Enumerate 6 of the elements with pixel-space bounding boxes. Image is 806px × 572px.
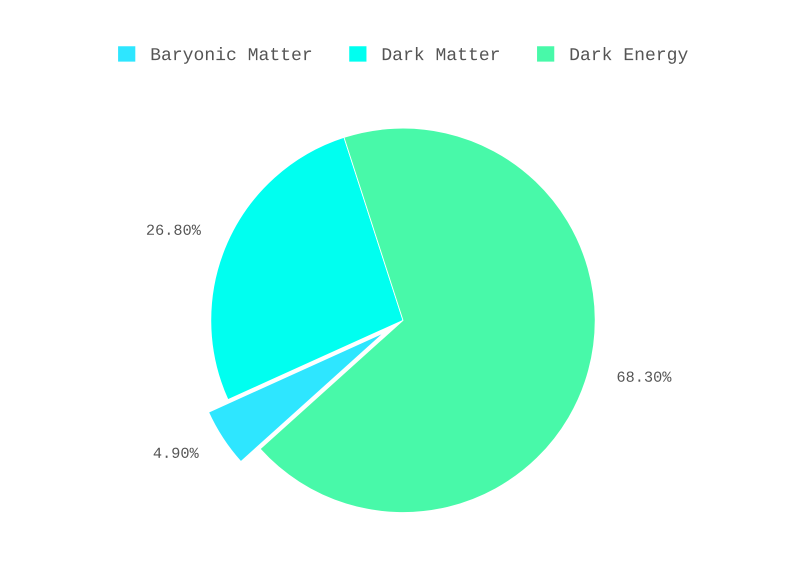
legend-label: Dark Matter [382, 47, 499, 60]
data-label: 68.30% [618, 371, 672, 382]
data-label: 4.90% [154, 448, 199, 458]
data-label: 26.80% [146, 224, 201, 235]
legend-label: Dark Energy [570, 47, 688, 64]
legend-label: Baryonic Matter [152, 47, 312, 64]
